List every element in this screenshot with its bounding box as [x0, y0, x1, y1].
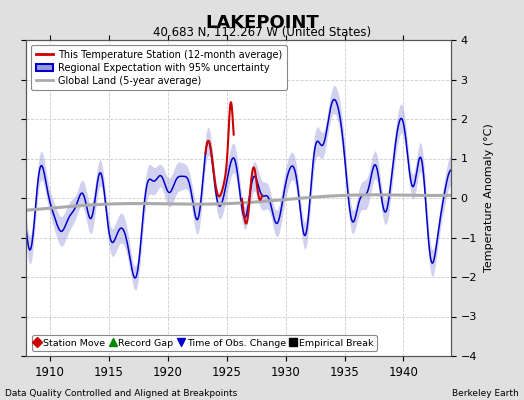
Text: LAKEPOINT: LAKEPOINT: [205, 14, 319, 32]
Legend: Station Move, Record Gap, Time of Obs. Change, Empirical Break: Station Move, Record Gap, Time of Obs. C…: [31, 335, 377, 351]
Y-axis label: Temperature Anomaly (°C): Temperature Anomaly (°C): [484, 124, 494, 272]
Text: Berkeley Earth: Berkeley Earth: [452, 389, 519, 398]
Text: Data Quality Controlled and Aligned at Breakpoints: Data Quality Controlled and Aligned at B…: [5, 389, 237, 398]
Text: 40.683 N, 112.267 W (United States): 40.683 N, 112.267 W (United States): [153, 26, 371, 39]
